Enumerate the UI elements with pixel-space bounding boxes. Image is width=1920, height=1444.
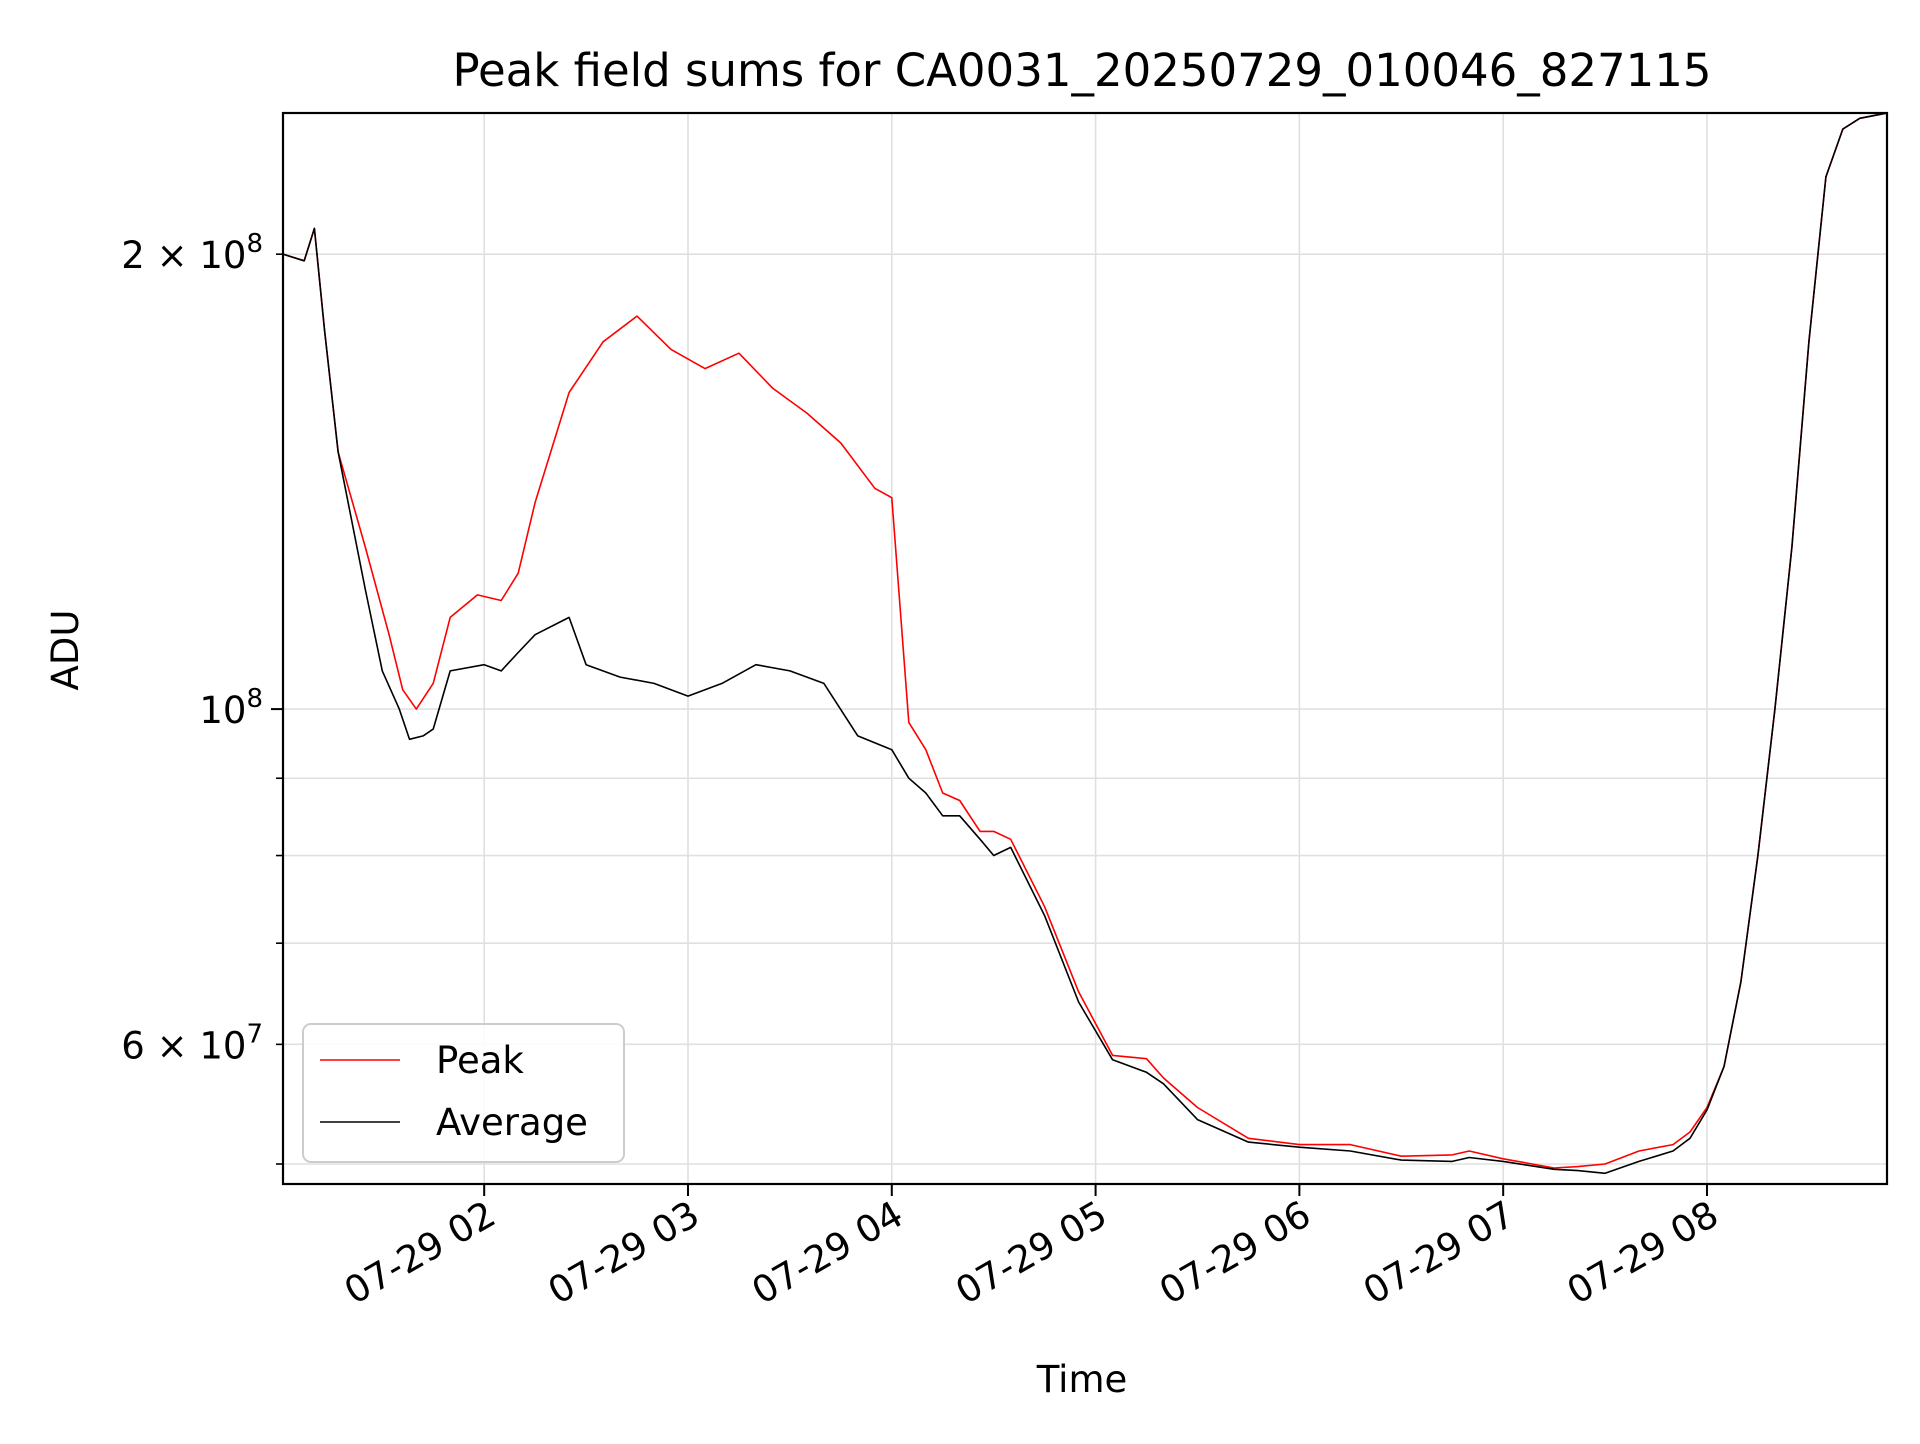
y-axis-label: ADU bbox=[44, 610, 87, 691]
x-axis-label: Time bbox=[1036, 1358, 1128, 1401]
legend-box bbox=[302, 1023, 625, 1163]
series-line-peak bbox=[283, 113, 1887, 1169]
legend: Peak Average bbox=[302, 1023, 625, 1163]
series-line-average bbox=[283, 113, 1887, 1175]
legend-average-label: Average bbox=[436, 1101, 588, 1144]
grid bbox=[283, 113, 1887, 1184]
y-tick-label: 6 × 107 bbox=[121, 1019, 263, 1067]
series-group bbox=[283, 113, 1887, 1175]
chart-title: Peak field sums for CA0031_20250729_0100… bbox=[452, 44, 1711, 97]
plot-frame bbox=[281, 111, 1889, 1186]
y-tick-label: 2 × 108 bbox=[121, 229, 263, 277]
legend-peak-label: Peak bbox=[436, 1039, 524, 1082]
y-tick-label: 108 bbox=[199, 684, 263, 732]
